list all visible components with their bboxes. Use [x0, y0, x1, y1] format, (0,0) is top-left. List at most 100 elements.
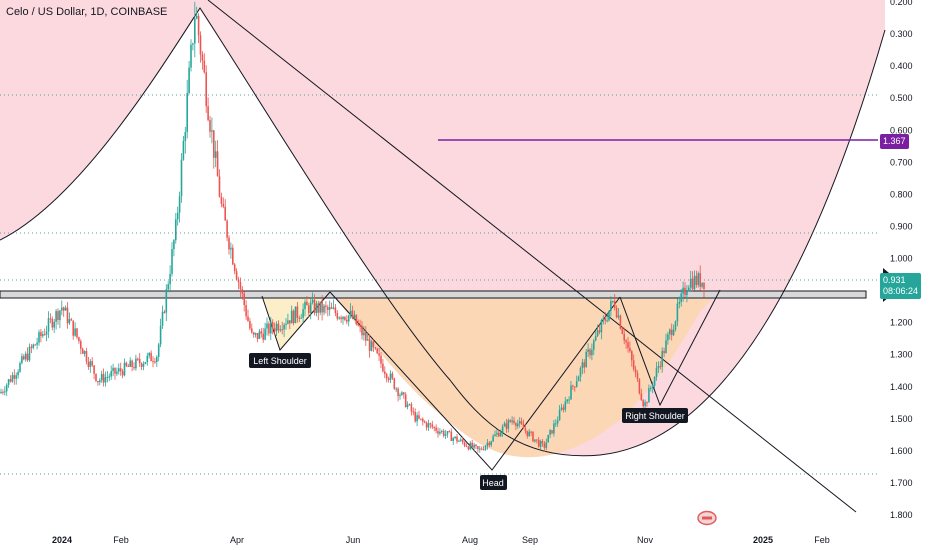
candle-body	[112, 367, 114, 372]
candle-body	[154, 361, 156, 363]
candle-body	[142, 363, 145, 367]
candle-body	[613, 301, 616, 309]
candle-body	[463, 442, 466, 446]
candle-body	[460, 439, 462, 441]
candle-body	[70, 319, 73, 321]
candle-body	[17, 371, 19, 376]
candle-body	[380, 355, 382, 364]
candle-body	[42, 334, 44, 337]
candle-body	[43, 334, 46, 336]
candle-body	[328, 307, 331, 310]
time-axis[interactable]: 2024 Feb Apr Jun Aug Sep Nov 2025 Feb	[52, 535, 830, 545]
left-shoulder-triangle[interactable]	[261, 291, 331, 351]
candle-body	[49, 318, 52, 320]
label-left-shoulder: Left Shoulder	[249, 353, 311, 368]
candle-body	[245, 305, 247, 317]
price-tick-label: 1.000	[890, 254, 913, 264]
candle-body	[653, 376, 656, 386]
tradingview-logo-icon[interactable]	[697, 510, 717, 526]
candle-body	[353, 314, 356, 319]
label-right-shoulder: Right Shoulder	[622, 408, 688, 423]
right-shoulder-triangle[interactable]	[619, 289, 721, 407]
candle-body	[357, 324, 359, 326]
candle-body	[184, 131, 187, 142]
candle-body	[34, 344, 36, 346]
candle-body	[680, 293, 682, 302]
candle-body	[197, 15, 200, 36]
time-tick-label: Feb	[113, 535, 129, 545]
candle-body	[638, 378, 641, 394]
candle-body	[7, 379, 10, 385]
candle-body	[412, 411, 415, 413]
candle-body	[568, 399, 570, 401]
candle-body	[361, 325, 363, 336]
candle-body	[676, 303, 679, 322]
price-tick-label: 0.900	[890, 221, 913, 231]
candle-body	[55, 311, 57, 322]
trend-line[interactable]	[207, 0, 857, 513]
candle-body	[549, 430, 551, 435]
candle-body	[625, 340, 627, 343]
candle-body	[659, 366, 662, 368]
candle-body	[399, 395, 401, 397]
candle-body	[484, 445, 487, 450]
candle-body	[397, 388, 399, 397]
candle-body	[135, 358, 137, 369]
candle-body	[24, 353, 27, 360]
candle-body	[480, 448, 483, 450]
candle-body	[490, 441, 492, 446]
candle-body	[623, 333, 625, 341]
candle-body	[294, 306, 297, 324]
candle-body	[194, 18, 196, 44]
candle-body	[342, 316, 344, 320]
candle-body	[537, 439, 540, 447]
candle-body	[655, 367, 658, 377]
neckline-band[interactable]	[0, 290, 867, 299]
candle-body	[239, 282, 242, 290]
candle-body	[403, 392, 405, 395]
price-tick-label: 0.600	[890, 125, 913, 135]
candle-body	[467, 446, 470, 450]
candle-body	[290, 310, 293, 324]
candle-body	[422, 418, 424, 422]
candle-body	[518, 421, 521, 424]
candle-body	[237, 279, 240, 283]
candle-body	[304, 301, 306, 310]
candle-body	[560, 407, 563, 410]
candle-body	[296, 306, 299, 318]
candle-body	[674, 321, 677, 330]
candle-body	[235, 271, 238, 280]
candle-body	[553, 423, 555, 434]
candle-body	[283, 324, 285, 330]
candle-body	[74, 328, 76, 336]
candle-body	[370, 341, 373, 351]
candle-body	[93, 365, 95, 374]
candle-body	[203, 60, 206, 73]
candle-body	[651, 385, 654, 388]
time-tick-label: Apr	[230, 535, 244, 545]
candle-body	[298, 317, 301, 319]
candle-body	[258, 331, 261, 339]
candle-body	[327, 307, 329, 310]
candle-body	[119, 368, 122, 372]
candle-body	[4, 391, 6, 393]
pattern-arc[interactable]	[0, 7, 886, 457]
candle-body	[416, 415, 418, 422]
candle-body	[629, 347, 631, 352]
candle-body	[30, 346, 33, 348]
price-axis[interactable]: 1.8001.7001.6001.5001.4001.3001.2001.100…	[890, 0, 913, 520]
candle-body	[64, 307, 67, 311]
candle-body	[270, 322, 272, 334]
head-triangle[interactable]	[329, 291, 621, 471]
candle-body	[264, 328, 266, 340]
candle-body	[13, 375, 16, 379]
candle-body	[118, 368, 120, 372]
candle-body	[214, 151, 217, 158]
candle-body	[123, 362, 126, 376]
candle-body	[425, 422, 428, 428]
candle-body	[596, 330, 599, 337]
candle-body	[57, 311, 59, 321]
candle-body	[330, 307, 333, 309]
candle-body	[389, 373, 392, 381]
